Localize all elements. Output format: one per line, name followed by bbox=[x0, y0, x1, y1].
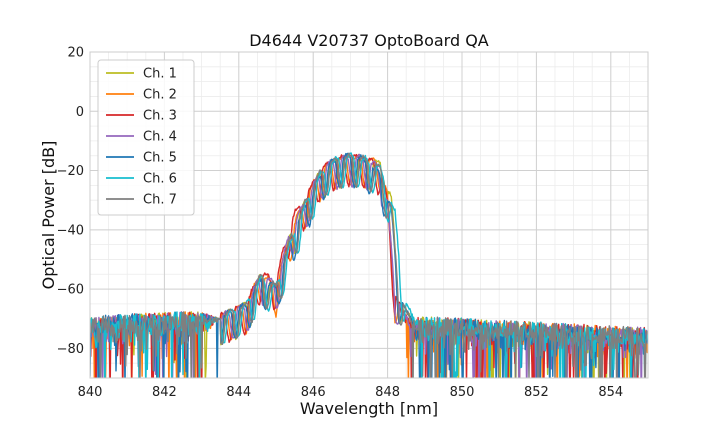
y-axis-label: Optical Power [dB] bbox=[39, 141, 58, 290]
legend-label: Ch. 6 bbox=[143, 172, 177, 187]
x-tick-label: 852 bbox=[524, 385, 549, 400]
y-tick-label: −40 bbox=[57, 223, 84, 238]
y-tick-label: 20 bbox=[67, 46, 84, 61]
x-axis-label: Wavelength [nm] bbox=[300, 399, 438, 418]
legend-label: Ch. 1 bbox=[143, 67, 177, 82]
x-tick-label: 850 bbox=[450, 385, 475, 400]
y-tick-label: −60 bbox=[57, 283, 84, 298]
legend-label: Ch. 2 bbox=[143, 88, 177, 103]
plot-frame bbox=[89, 51, 649, 379]
x-tick-label: 854 bbox=[598, 385, 623, 400]
chart-title: D4644 V20737 OptoBoard QA bbox=[249, 31, 489, 50]
legend-label: Ch. 4 bbox=[143, 130, 177, 145]
x-tick-label: 840 bbox=[78, 385, 103, 400]
legend-label: Ch. 7 bbox=[143, 193, 177, 208]
x-tick-label: 846 bbox=[301, 385, 326, 400]
legend-label: Ch. 3 bbox=[143, 109, 177, 124]
legend-label: Ch. 5 bbox=[143, 151, 177, 166]
axis-ticks: 840 842 844 846 848 850 852 854 20 0 −20 −40 −60 −80 bbox=[57, 46, 624, 401]
y-tick-label: −80 bbox=[57, 342, 84, 357]
series-line-ch7 bbox=[90, 152, 648, 378]
plot-area bbox=[90, 152, 648, 378]
x-tick-label: 848 bbox=[375, 385, 400, 400]
legend: Ch. 1 Ch. 2 Ch. 3 Ch. 4 Ch. 5 Ch. 6 Ch. 7 bbox=[97, 59, 195, 216]
legend-box bbox=[97, 59, 195, 216]
x-tick-label: 844 bbox=[226, 385, 251, 400]
x-tick-label: 842 bbox=[152, 385, 177, 400]
y-tick-label: −20 bbox=[57, 164, 84, 179]
y-tick-label: 0 bbox=[76, 105, 84, 120]
